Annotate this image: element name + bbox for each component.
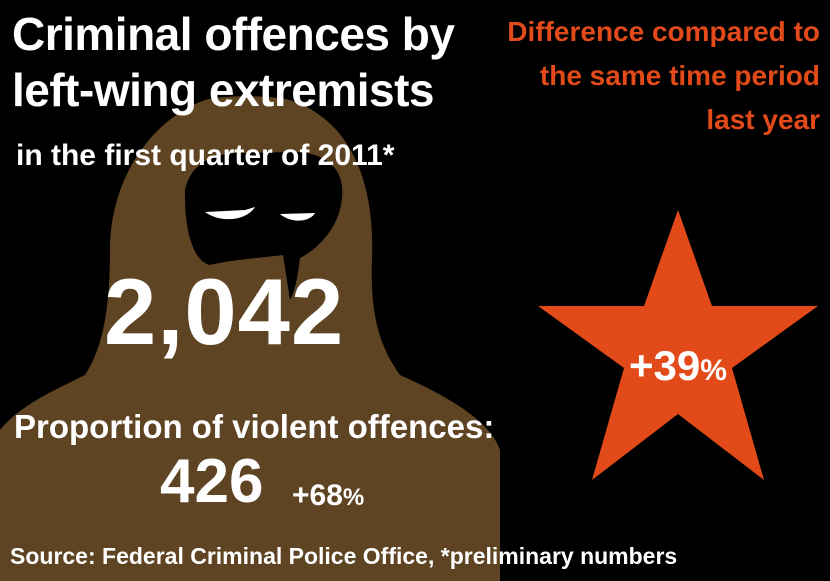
violent-change-unit: % xyxy=(342,484,365,511)
right-eye-slit xyxy=(280,213,315,221)
infographic-title: Criminal offences by left-wing extremist… xyxy=(12,6,455,118)
hood-body-shape xyxy=(0,96,500,581)
left-eye-slit xyxy=(205,207,255,220)
total-offences-value: 2,042 xyxy=(104,259,345,364)
title-line-2: left-wing extremists xyxy=(12,64,435,116)
infographic-subtitle: in the first quarter of 2011* xyxy=(16,139,395,172)
difference-unit: % xyxy=(700,354,727,387)
title-line-1: Criminal offences by xyxy=(12,8,455,60)
violent-offences-label: Proportion of violent offences: xyxy=(14,408,495,445)
difference-number: +39 xyxy=(629,342,701,389)
star-shape xyxy=(538,210,818,480)
violent-offences-change: +68% xyxy=(292,476,364,518)
violent-offences-value: 426 xyxy=(160,447,264,516)
violent-change-number: +68 xyxy=(292,479,343,512)
difference-label: Difference compared to the same time per… xyxy=(507,16,820,135)
source-note: Source: Federal Criminal Police Office, … xyxy=(10,543,678,569)
star-icon xyxy=(538,210,818,480)
difference-value: +39% xyxy=(608,336,748,401)
hood-inner-shadow xyxy=(184,152,343,300)
